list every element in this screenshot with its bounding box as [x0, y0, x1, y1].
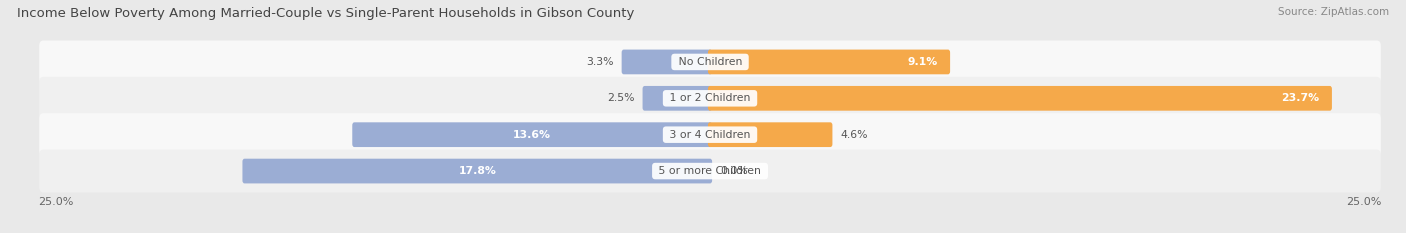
Text: 3.3%: 3.3%	[586, 57, 613, 67]
FancyBboxPatch shape	[709, 50, 950, 74]
Text: 0.0%: 0.0%	[720, 166, 748, 176]
Text: 9.1%: 9.1%	[907, 57, 938, 67]
FancyBboxPatch shape	[643, 86, 711, 111]
FancyBboxPatch shape	[709, 122, 832, 147]
FancyBboxPatch shape	[39, 150, 1381, 192]
Text: 5 or more Children: 5 or more Children	[655, 166, 765, 176]
FancyBboxPatch shape	[39, 41, 1381, 83]
Text: 23.7%: 23.7%	[1281, 93, 1319, 103]
FancyBboxPatch shape	[242, 159, 711, 183]
FancyBboxPatch shape	[709, 86, 1331, 111]
Text: 3 or 4 Children: 3 or 4 Children	[666, 130, 754, 140]
Text: 13.6%: 13.6%	[513, 130, 551, 140]
FancyBboxPatch shape	[621, 50, 711, 74]
Text: Income Below Poverty Among Married-Couple vs Single-Parent Households in Gibson : Income Below Poverty Among Married-Coupl…	[17, 7, 634, 20]
Text: 2.5%: 2.5%	[607, 93, 634, 103]
FancyBboxPatch shape	[353, 122, 711, 147]
Text: Source: ZipAtlas.com: Source: ZipAtlas.com	[1278, 7, 1389, 17]
Text: 17.8%: 17.8%	[458, 166, 496, 176]
FancyBboxPatch shape	[39, 77, 1381, 120]
Text: 4.6%: 4.6%	[841, 130, 869, 140]
Text: No Children: No Children	[675, 57, 745, 67]
FancyBboxPatch shape	[39, 113, 1381, 156]
Text: 1 or 2 Children: 1 or 2 Children	[666, 93, 754, 103]
